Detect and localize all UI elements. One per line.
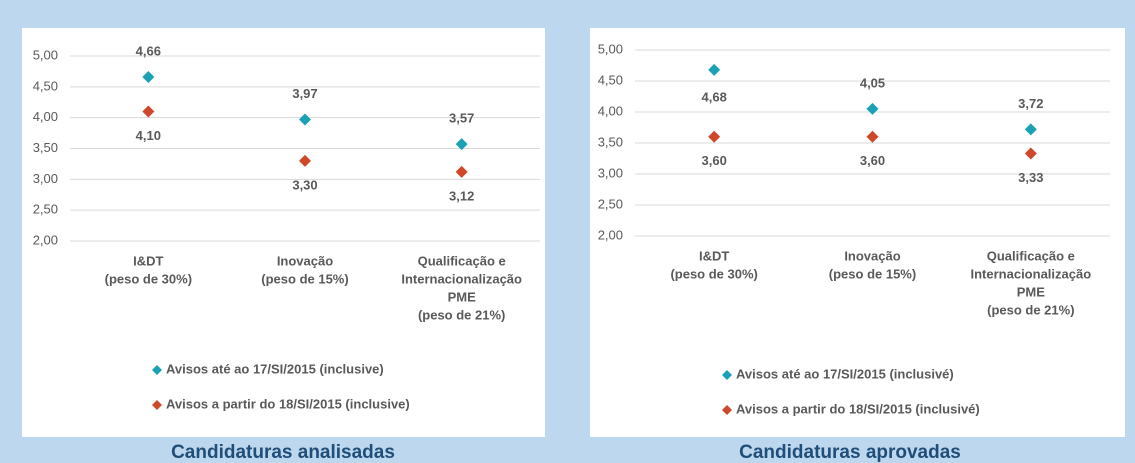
point bbox=[866, 102, 879, 115]
caption: Candidaturas aprovadas bbox=[739, 442, 961, 463]
x-tick-label: (peso de 15%) bbox=[261, 271, 348, 286]
y-tick-label: 4,00 bbox=[33, 109, 58, 124]
legend-marker bbox=[722, 370, 732, 380]
caption: Candidaturas analisadas bbox=[171, 442, 395, 463]
y-tick-label: 3,00 bbox=[33, 171, 58, 186]
y-tick-label: 5,00 bbox=[598, 41, 623, 56]
point bbox=[455, 165, 468, 178]
y-tick-label: 2,00 bbox=[33, 232, 58, 247]
x-tick-label: Qualificação e bbox=[987, 248, 1075, 263]
data-label: 4,68 bbox=[702, 89, 727, 104]
point bbox=[708, 63, 721, 76]
data-label: 3,60 bbox=[860, 153, 885, 168]
y-tick-label: 2,00 bbox=[598, 227, 623, 242]
data-label: 3,33 bbox=[1018, 170, 1043, 185]
y-tick-label: 5,00 bbox=[33, 47, 58, 62]
point bbox=[299, 113, 311, 126]
data-label: 3,57 bbox=[449, 111, 474, 126]
data-label: 4,66 bbox=[136, 43, 161, 58]
point bbox=[142, 70, 155, 83]
x-tick-label: PME bbox=[1017, 284, 1046, 299]
panel bbox=[590, 28, 1125, 437]
y-tick-label: 2,50 bbox=[33, 202, 58, 217]
y-tick-label: 3,50 bbox=[33, 140, 58, 155]
y-tick-label: 4,50 bbox=[33, 78, 58, 93]
data-label: 3,72 bbox=[1018, 96, 1043, 111]
data-label: 3,12 bbox=[449, 188, 474, 203]
x-tick-label: Inovação bbox=[277, 253, 333, 268]
legend-label: Avisos até ao 17/SI/2015 (inclusivé) bbox=[736, 366, 954, 381]
point bbox=[1024, 147, 1037, 160]
point bbox=[708, 130, 721, 143]
point bbox=[299, 154, 311, 167]
point bbox=[866, 130, 879, 143]
y-tick-label: 3,50 bbox=[598, 134, 623, 149]
y-tick-label: 4,00 bbox=[598, 103, 623, 118]
x-tick-label: PME bbox=[448, 289, 477, 304]
x-tick-label: Qualificação e bbox=[418, 253, 506, 268]
data-label: 3,60 bbox=[702, 153, 727, 168]
x-tick-label: (peso de 21%) bbox=[987, 302, 1074, 317]
legend-label: Avisos a partir do 18/SI/2015 (inclusivé… bbox=[736, 401, 980, 416]
legend-label: Avisos até ao 17/SI/2015 (inclusive) bbox=[166, 361, 384, 376]
x-tick-label: Inovação bbox=[844, 248, 900, 263]
panel bbox=[22, 28, 545, 437]
y-tick-label: 2,50 bbox=[598, 196, 623, 211]
x-tick-label: Internacionalização bbox=[971, 266, 1092, 281]
y-tick-label: 4,50 bbox=[598, 72, 623, 87]
x-tick-label: (peso de 30%) bbox=[105, 271, 192, 286]
point bbox=[1024, 123, 1037, 136]
x-tick-label: Internacionalização bbox=[401, 271, 522, 286]
x-tick-label: I&DT bbox=[699, 248, 729, 263]
legend-label: Avisos a partir do 18/SI/2015 (inclusive… bbox=[166, 396, 410, 411]
data-label: 4,10 bbox=[136, 128, 161, 143]
data-label: 3,30 bbox=[292, 177, 317, 192]
data-label: 4,05 bbox=[860, 75, 885, 90]
legend-marker bbox=[152, 365, 162, 375]
x-tick-label: (peso de 30%) bbox=[670, 266, 757, 281]
legend-marker bbox=[722, 405, 732, 415]
x-tick-label: (peso de 21%) bbox=[418, 307, 505, 322]
x-tick-label: (peso de 15%) bbox=[829, 266, 916, 281]
x-tick-label: I&DT bbox=[133, 253, 163, 268]
data-label: 3,97 bbox=[292, 86, 317, 101]
legend-marker bbox=[152, 400, 162, 410]
y-tick-label: 3,00 bbox=[598, 165, 623, 180]
point bbox=[142, 105, 155, 118]
point bbox=[455, 138, 468, 151]
